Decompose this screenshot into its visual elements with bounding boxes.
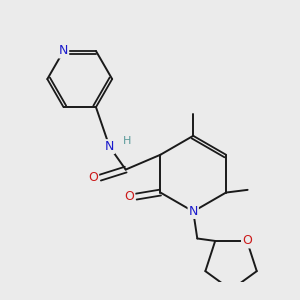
Text: N: N [105,140,114,153]
Text: O: O [124,190,134,203]
Text: N: N [59,44,68,58]
Text: O: O [242,234,252,248]
Text: O: O [88,171,98,184]
Text: H: H [123,136,131,146]
Text: N: N [188,205,198,218]
